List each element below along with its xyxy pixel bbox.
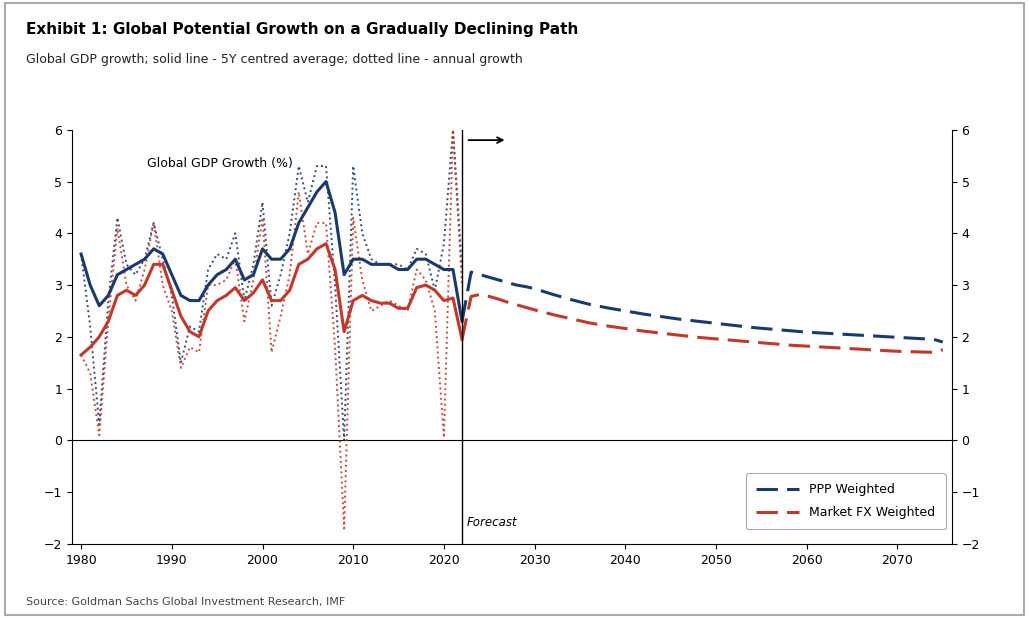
Text: Exhibit 1: Global Potential Growth on a Gradually Declining Path: Exhibit 1: Global Potential Growth on a … (26, 22, 578, 36)
Text: Global GDP growth; solid line - 5Y centred average; dotted line - annual growth: Global GDP growth; solid line - 5Y centr… (26, 53, 523, 66)
Text: Forecast: Forecast (466, 516, 518, 529)
Legend: PPP Weighted, Market FX Weighted: PPP Weighted, Market FX Weighted (746, 473, 946, 529)
Text: Global GDP Growth (%): Global GDP Growth (%) (147, 157, 292, 170)
Text: Source: Goldman Sachs Global Investment Research, IMF: Source: Goldman Sachs Global Investment … (26, 597, 345, 607)
